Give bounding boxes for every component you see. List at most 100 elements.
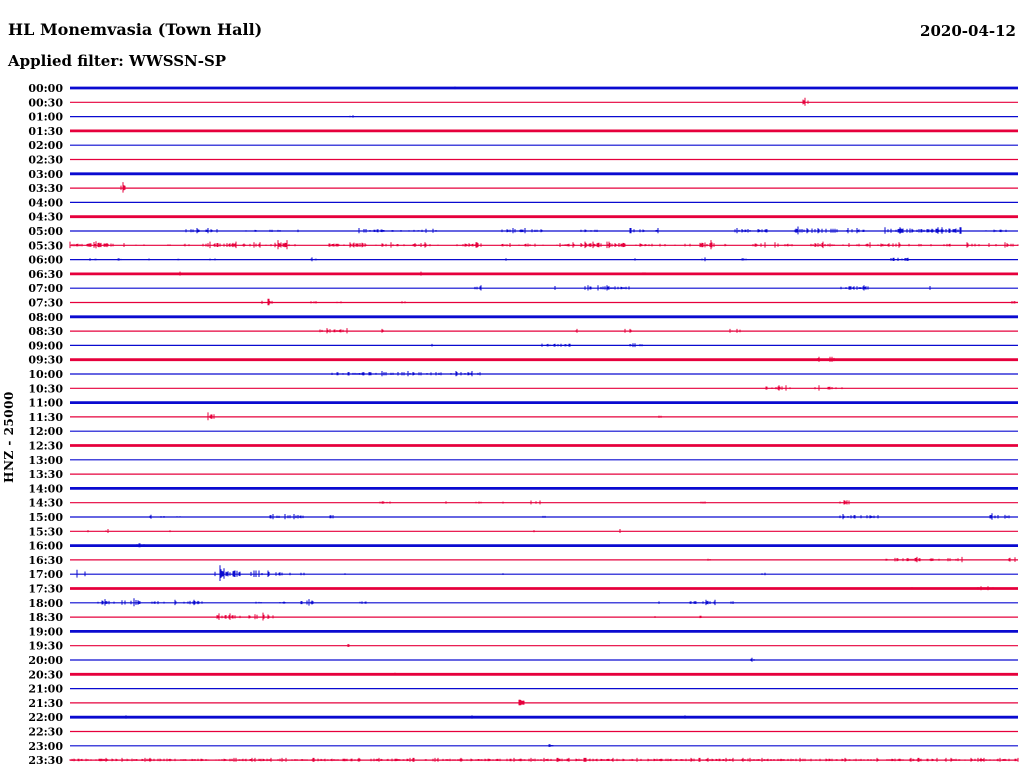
time-label: 01:30 [28,125,63,138]
time-label: 21:30 [28,697,63,710]
trace-row: 23:30 [28,754,1019,767]
time-label: 05:00 [28,225,63,238]
trace-activity [101,715,1017,719]
trace-activity [331,371,481,377]
time-label: 05:30 [28,239,63,252]
trace-row: 16:30 [28,554,1018,567]
time-label: 15:30 [28,525,63,538]
trace-activity [216,612,702,621]
time-label: 08:00 [28,311,63,324]
time-label: 23:30 [28,754,63,767]
trace-activity [707,556,1016,563]
time-label: 10:00 [28,368,63,381]
trace-row: 19:00 [28,625,1018,638]
time-label: 03:30 [28,182,63,195]
trace-activity [319,328,741,334]
time-label: 07:30 [28,297,63,310]
time-label: 00:30 [28,96,63,109]
time-label: 02:00 [28,139,63,152]
time-label: 06:30 [28,268,63,281]
trace-row: 05:00 [28,225,1018,238]
trace-activity [349,115,354,118]
time-label: 22:30 [28,726,63,739]
trace-activity [120,182,126,193]
trace-row: 19:30 [28,640,1018,653]
time-label: 18:00 [28,597,63,610]
trace-row: 20:30 [28,668,1018,681]
time-label: 09:30 [28,354,63,367]
time-label: 07:00 [28,282,63,295]
time-label: 10:30 [28,382,63,395]
trace-row: 00:30 [28,96,1018,109]
trace-row: 11:00 [28,397,1018,410]
trace-row: 01:30 [28,125,1018,138]
trace-row: 05:30 [28,239,1019,252]
trace-activity [765,385,843,391]
time-label: 19:00 [28,625,63,638]
trace-activity [379,500,850,505]
trace-row: 22:30 [28,726,1018,739]
trace-row: 18:30 [28,611,1018,624]
trace-activity [69,757,1019,762]
time-label: 23:00 [28,740,63,753]
date-label: 2020-04-12 [920,22,1016,40]
trace-row: 14:30 [28,497,1018,510]
filter-label: Applied filter: WWSSN-SP [8,52,227,70]
trace-activity [155,86,773,90]
time-label: 11:00 [28,397,63,410]
trace-row: 03:00 [28,168,1018,181]
time-label: 15:00 [28,511,63,524]
trace-activity [87,529,621,533]
station-title: HL Monemvasia (Town Hall) [8,20,263,39]
trace-row: 16:00 [28,540,1018,553]
trace-row: 02:30 [28,154,1018,167]
trace-row: 10:30 [28,382,1018,395]
trace-row: 22:00 [28,711,1018,724]
trace-activity [130,543,145,548]
trace-row: 09:30 [28,354,1018,367]
time-label: 13:00 [28,454,63,467]
trace-row: 07:00 [28,282,1018,295]
trace-activity [76,565,766,581]
trace-row: 21:30 [28,697,1018,710]
trace-row: 18:00 [28,597,1018,610]
trace-row: 11:30 [28,411,1018,424]
time-label: 16:00 [28,540,63,553]
trace-activity [474,285,931,291]
time-label: 17:00 [28,568,63,581]
trace-row: 13:30 [28,468,1018,481]
time-label: 19:30 [28,640,63,653]
time-label: 06:00 [28,254,63,267]
trace-row: 23:00 [28,740,1018,753]
trace-activity [518,699,525,706]
time-label: 11:30 [28,411,63,424]
trace-row: 03:30 [28,182,1018,195]
trace-activity [750,657,755,662]
trace-row: 12:30 [28,440,1018,453]
trace-row: 04:00 [28,196,1018,209]
trace-activity [185,226,1007,235]
time-label: 00:00 [28,82,63,95]
trace-row: 17:30 [28,583,1018,596]
time-label: 20:30 [28,668,63,681]
time-label: 08:30 [28,325,63,338]
trace-activity [802,97,809,106]
trace-activity [347,644,350,647]
time-label: 03:00 [28,168,63,181]
trace-row: 14:00 [28,482,1018,495]
time-label: 13:30 [28,468,63,481]
time-label: 04:00 [28,196,63,209]
trace-activity [431,343,643,348]
trace-row: 09:00 [28,339,1018,352]
trace-row: 21:00 [28,683,1018,696]
time-label: 14:30 [28,497,63,510]
trace-activity [261,298,1018,306]
trace-row: 20:00 [28,654,1018,667]
time-label: 17:30 [28,583,63,596]
time-label: 12:00 [28,425,63,438]
trace-activity [548,744,554,747]
trace-row: 06:00 [28,254,1018,267]
time-label: 02:30 [28,154,63,167]
